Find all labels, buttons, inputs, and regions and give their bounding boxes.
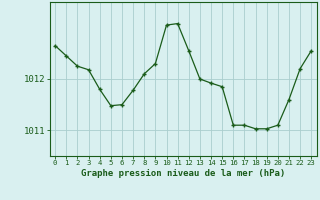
X-axis label: Graphe pression niveau de la mer (hPa): Graphe pression niveau de la mer (hPa) bbox=[81, 169, 285, 178]
